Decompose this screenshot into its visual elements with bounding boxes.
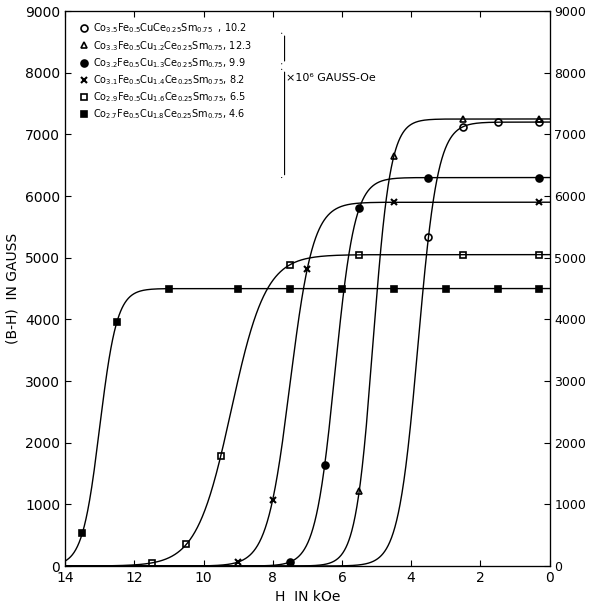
Text: ×10⁶ GAUSS-Oe: ×10⁶ GAUSS-Oe bbox=[285, 73, 375, 82]
Y-axis label: (B-H)  IN GAUSS: (B-H) IN GAUSS bbox=[5, 233, 20, 344]
X-axis label: H  IN kOe: H IN kOe bbox=[275, 590, 340, 605]
Legend: Co$_{3.5}$Fe$_{0.5}$CuCe$_{0.25}$Sm$_{0.75}$  , 10.2, Co$_{3.3}$Fe$_{0.5}$Cu$_{1: Co$_{3.5}$Fe$_{0.5}$CuCe$_{0.25}$Sm$_{0.… bbox=[75, 19, 255, 124]
